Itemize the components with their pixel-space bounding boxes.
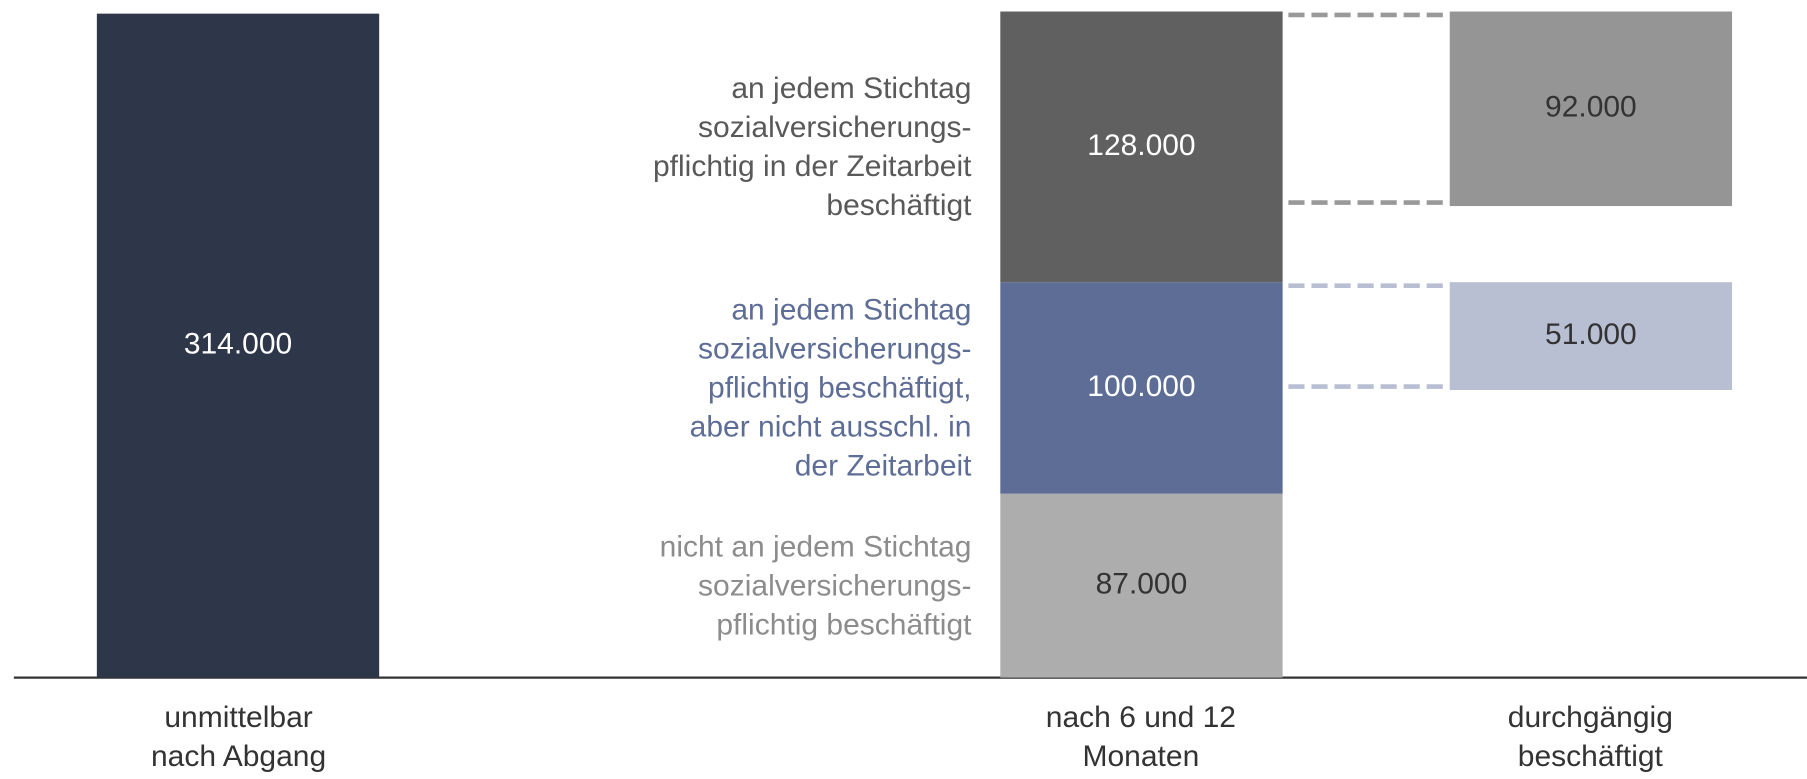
series-label: an jedem Stichtag sozialversicherungs- p… — [689, 293, 972, 483]
value-label: 51.000 — [1545, 318, 1637, 351]
value-label: 92.000 — [1545, 91, 1637, 124]
value-label: 87.000 — [1096, 568, 1188, 601]
category-label: nach 6 und 12 Monaten — [1045, 701, 1236, 774]
value-label: 100.000 — [1087, 370, 1195, 403]
bar-segment — [1449, 282, 1733, 391]
bar-segment — [1000, 282, 1283, 494]
bar-segment — [96, 13, 380, 678]
value-label: 314.000 — [184, 328, 292, 361]
series-label: an jedem Stichtag sozialversicherungs- p… — [653, 71, 972, 222]
series-label: nicht an jedem Stichtag sozialversicheru… — [659, 530, 972, 642]
category-label: unmittelbar nach Abgang — [150, 701, 327, 774]
category-label: durchgängig beschäftigt — [1507, 701, 1673, 774]
bar-segment — [1000, 493, 1283, 678]
value-label: 128.000 — [1087, 129, 1195, 162]
bar-segment — [1000, 11, 1283, 283]
bar-segment — [1449, 11, 1733, 207]
